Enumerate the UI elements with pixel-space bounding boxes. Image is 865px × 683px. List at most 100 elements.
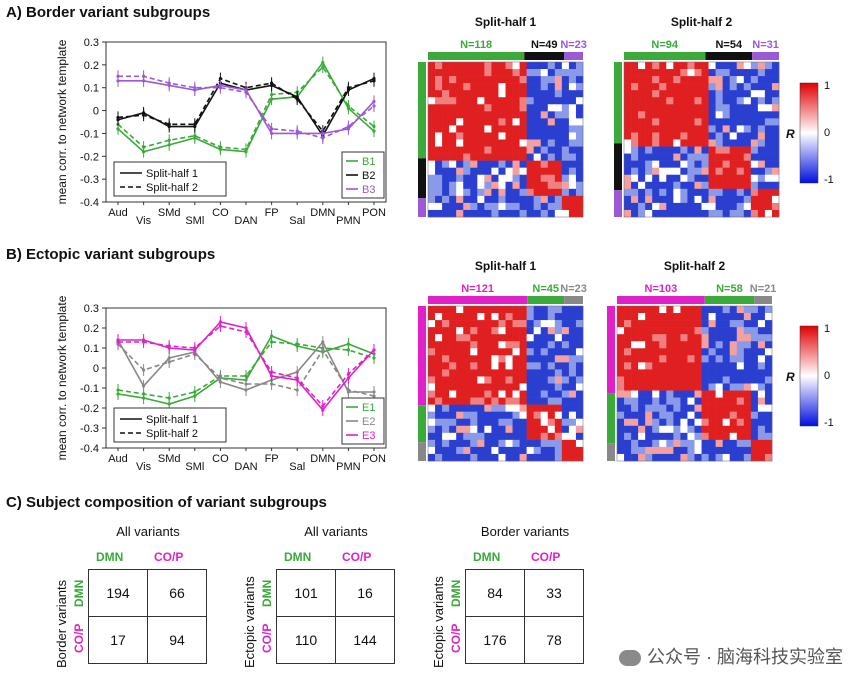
matrix-cell (491, 90, 499, 98)
matrix-cell (680, 320, 688, 328)
matrix-cell (701, 390, 709, 398)
matrix-cell (771, 202, 780, 211)
matrix-cell (435, 362, 443, 370)
matrix-cell (638, 202, 646, 211)
matrix-cell (701, 209, 709, 218)
matrix-cell (463, 320, 471, 328)
data-point (295, 97, 299, 101)
matrix-cell (540, 167, 549, 176)
matrix-cell (757, 327, 766, 335)
matrix-cell (498, 160, 506, 168)
matrix-cell (757, 139, 766, 147)
matrix-cell (722, 209, 730, 218)
matrix-cell (435, 355, 443, 363)
matrix-cell (561, 209, 570, 218)
matrix-cell (561, 125, 570, 133)
matrix-cell (617, 418, 625, 427)
matrix-cell (575, 90, 584, 98)
matrix-cell (526, 306, 534, 314)
matrix-cell (701, 83, 709, 91)
table-row: 84 33 (465, 569, 584, 617)
matrix-cell (715, 369, 723, 377)
matrix-cell (491, 167, 499, 176)
matrix-cell (519, 125, 527, 133)
matrix-cell (708, 418, 716, 427)
matrix-cell (568, 202, 577, 211)
matrix-cell (498, 453, 506, 462)
matrix-cell (561, 181, 570, 190)
matrix-cell (547, 139, 556, 147)
matrix-cell (463, 139, 471, 147)
matrix-cell (463, 111, 471, 119)
matrix-cell (491, 432, 499, 441)
matrix-cell (463, 76, 471, 84)
matrix-cell (554, 174, 563, 183)
matrix-cell (638, 348, 646, 356)
matrix-cell (764, 369, 773, 377)
matrix-cell (659, 69, 667, 77)
matrix-cell (449, 425, 457, 434)
matrix-cell (428, 404, 436, 412)
matrix-cell (449, 160, 457, 168)
matrix-cell (750, 118, 759, 126)
matrix-cell (547, 76, 556, 84)
matrix-cell (659, 418, 667, 427)
matrix-cell (505, 195, 513, 204)
matrix-cell (540, 348, 549, 356)
matrix-cell (575, 209, 584, 218)
matrix-cell (729, 111, 738, 119)
matrix-cell (764, 160, 773, 168)
matrix-cell (645, 418, 653, 427)
matrix-cell (442, 425, 450, 434)
matrix-cell (505, 97, 513, 105)
table-title: All variants (304, 524, 368, 539)
row-head: CO/P (72, 623, 86, 653)
matrix-cell (498, 153, 506, 161)
matrix-cell (617, 439, 625, 448)
matrix-cell (750, 376, 759, 384)
table-cell: 33 (524, 569, 584, 617)
matrix-cell (638, 313, 646, 321)
matrix-cell (442, 146, 450, 154)
matrix-cell (694, 404, 702, 412)
matrix-cell (645, 313, 653, 321)
matrix-cell (694, 97, 702, 105)
matrix-cell (484, 174, 492, 183)
matrix-cell (673, 76, 681, 84)
matrix-cell (652, 167, 660, 176)
matrix-cell (673, 390, 681, 398)
group-bar-top (752, 52, 779, 60)
matrix-cell (470, 432, 478, 441)
row-axis-label: Ectopic variants (431, 576, 446, 668)
matrix-cell (449, 104, 457, 112)
matrix-cell (764, 90, 773, 98)
matrix-cell (659, 160, 667, 168)
data-point (346, 348, 350, 352)
matrix-cell (617, 306, 625, 314)
matrix-cell (498, 181, 506, 190)
matrix-cell (512, 83, 520, 91)
matrix-cell (526, 167, 534, 176)
matrix-cell (561, 76, 570, 84)
matrix-cell (715, 355, 723, 363)
matrix-cell (484, 446, 492, 455)
matrix-cell (442, 327, 450, 335)
matrix-cell (729, 118, 738, 126)
matrix-cell (519, 453, 527, 462)
matrix-cell (449, 167, 457, 176)
matrix-cell (568, 62, 577, 70)
matrix-cell (477, 432, 485, 441)
matrix-cell (631, 348, 639, 356)
matrix-cell (680, 404, 688, 412)
matrix-cell (491, 397, 499, 405)
matrix-cell (722, 397, 731, 405)
matrix-cell (442, 104, 450, 112)
matrix-cell (561, 397, 570, 405)
matrix-cell (659, 111, 667, 119)
data-point (295, 376, 299, 380)
matrix-cell (736, 76, 745, 84)
matrix-cell (673, 97, 681, 105)
matrix-cell (694, 369, 702, 377)
group-bar-top (564, 52, 583, 60)
table-cell: 194 (88, 569, 148, 617)
